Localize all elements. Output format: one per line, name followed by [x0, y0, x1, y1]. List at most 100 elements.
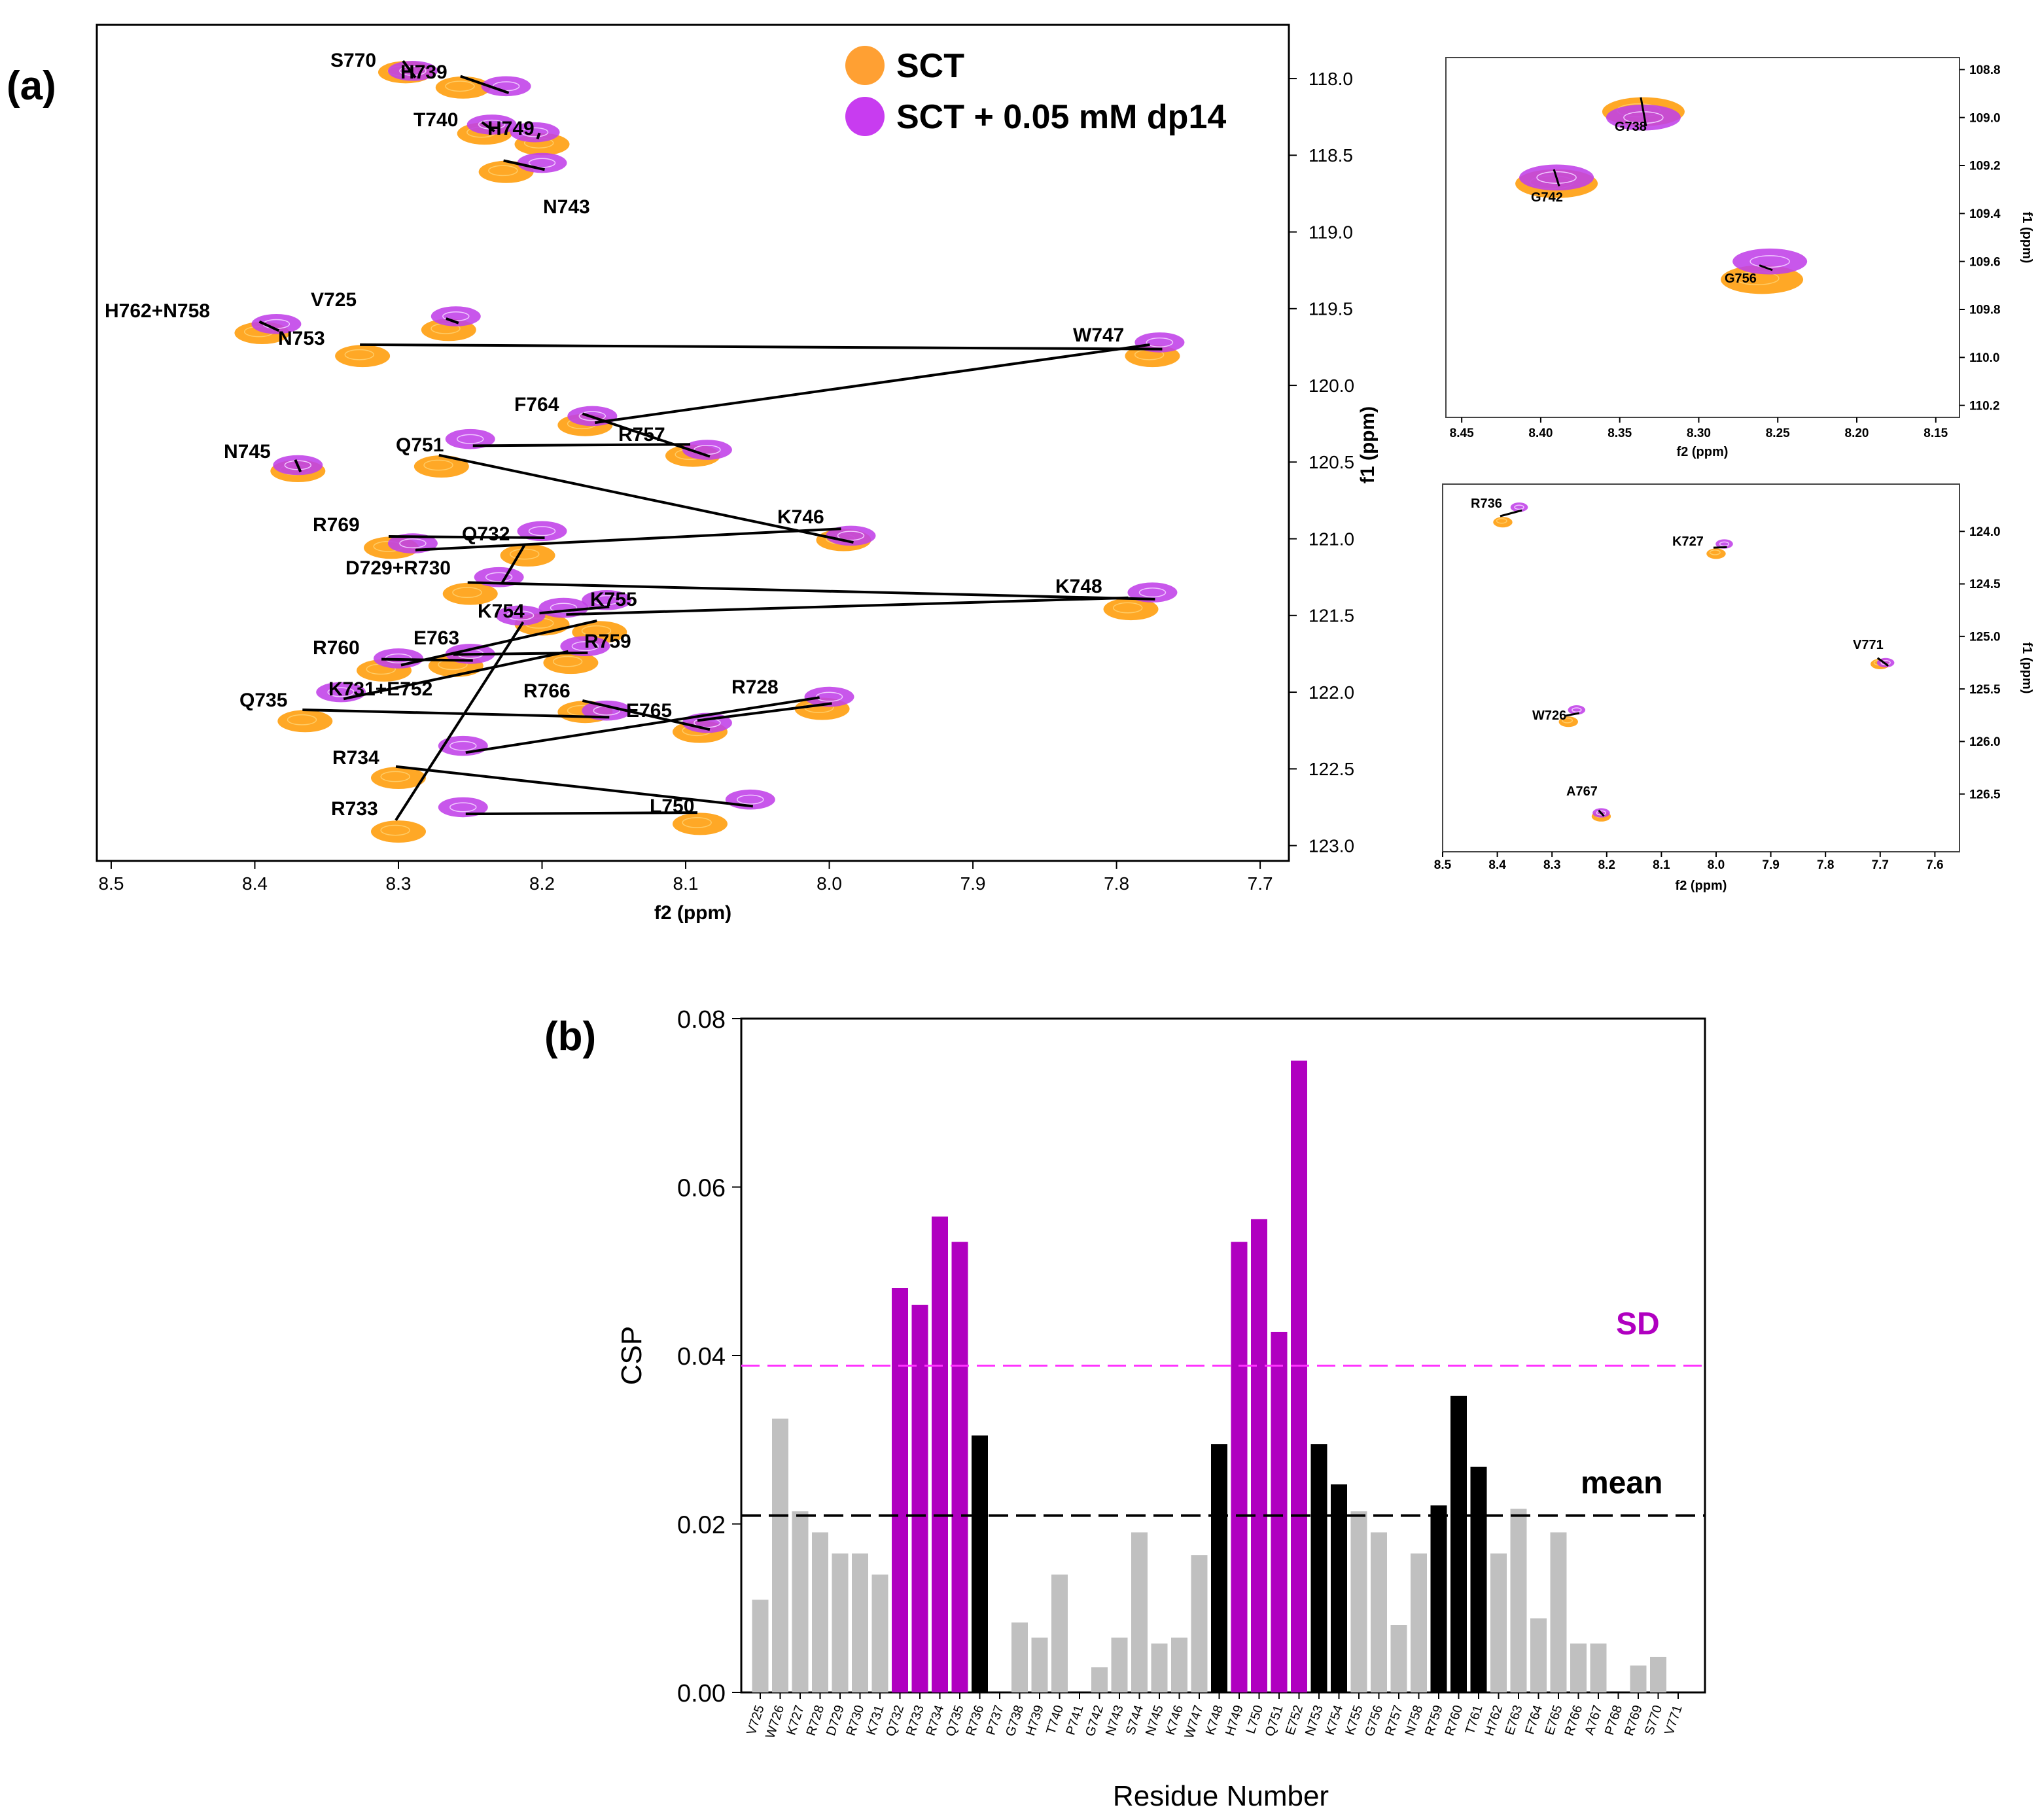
main-shift-arrow — [402, 60, 417, 79]
gly-shift-arrow — [1640, 97, 1647, 127]
misc-peak-dp14-contour — [1719, 541, 1730, 547]
main-peak-dp14-contour — [449, 741, 477, 751]
hsqc-misc-inset: R736 K727 V771 W726 A767 8.5 8.4 8.3 8.2 8.1 8.0 7… — [1434, 483, 2034, 893]
main-shift-arrow — [400, 620, 597, 667]
main-shift-arrow — [343, 650, 569, 701]
misc-peak-label: V771 — [1853, 638, 1884, 652]
main-y-tick-label: 119.5 — [1309, 299, 1353, 319]
csp-bar — [1650, 1656, 1666, 1692]
csp-bar — [1411, 1553, 1427, 1692]
main-shift-arrow — [595, 343, 1150, 425]
misc-peak-dp14 — [1715, 539, 1733, 549]
csp-bar — [1470, 1466, 1487, 1692]
gly-x-tick-label: 8.45 — [1450, 427, 1474, 440]
csp-x-tick-label: Q751 — [1263, 1704, 1286, 1738]
main-peak-label: N743 — [543, 196, 590, 218]
misc-peak-sct-contour — [1496, 517, 1507, 524]
misc-y-tick-label: 124.0 — [1969, 525, 2001, 539]
main-shift-arrow — [472, 443, 691, 447]
main-peak-sct-contour — [445, 80, 475, 92]
main-peak-label: Q732 — [462, 523, 510, 545]
main-peak-sct-contour — [452, 587, 482, 599]
misc-x-tick-label: 7.8 — [1817, 858, 1834, 872]
main-y-tick-label: 122.0 — [1309, 682, 1354, 703]
main-peak-label: K748 — [1055, 576, 1102, 597]
misc-peak-labels: R736 K727 V771 W726 A767 — [1471, 497, 1884, 799]
gly-y-tick-label: 110.2 — [1969, 399, 2000, 413]
misc-x-tick-label: 8.5 — [1434, 858, 1452, 872]
main-peak-dp14 — [495, 605, 546, 626]
main-peak-dp14 — [582, 590, 632, 610]
main-shift-arrow — [481, 121, 495, 133]
main-peak-dp14 — [826, 525, 876, 546]
main-shift-arrow — [582, 699, 711, 731]
main-peak-label: E763 — [413, 627, 459, 649]
main-peak-sct-contour — [581, 625, 612, 637]
main-peak-sct — [442, 582, 498, 605]
main-y-tick-label: 120.0 — [1309, 376, 1354, 396]
main-peak-label: E765 — [626, 700, 672, 722]
csp-y-tick-label: 0.02 — [677, 1512, 726, 1539]
main-peak-dp14 — [387, 61, 438, 81]
csp-bar — [892, 1288, 908, 1692]
main-peak-label: V725 — [311, 289, 357, 311]
csp-bar — [1231, 1242, 1248, 1692]
main-x-tick-label: 8.0 — [817, 873, 842, 894]
gly-peak-label: G738 — [1615, 120, 1647, 134]
legend: SCT SCT + 0.05 mM dp14 — [845, 46, 1226, 136]
misc-y-axis-label: f1 (ppm) — [2020, 642, 2034, 694]
gly-y-tick-label: 108.8 — [1969, 63, 2001, 77]
csp-bar — [951, 1242, 968, 1692]
csp-y-ticks: 0.00 0.02 0.04 0.06 0.08 — [677, 1006, 741, 1707]
main-peak-label: L750 — [650, 796, 694, 817]
main-peak-dp14-contour — [528, 158, 556, 168]
main-peak-sct-contour — [682, 816, 712, 828]
main-shift-arrow — [388, 534, 545, 540]
misc-plot-frame — [1442, 483, 1960, 852]
csp-bar — [1091, 1667, 1108, 1692]
main-x-tick-label: 7.9 — [960, 873, 986, 894]
main-peak-dp14 — [481, 76, 531, 97]
gly-x-tick-label: 8.35 — [1608, 427, 1632, 440]
csp-bar — [1590, 1643, 1607, 1692]
csp-bar — [1291, 1060, 1307, 1692]
main-peak-dp14-contour — [837, 531, 865, 541]
misc-x-tick-label: 8.4 — [1488, 858, 1506, 872]
main-peak-label: S770 — [330, 50, 376, 71]
main-x-axis-label: f2 (ppm) — [654, 902, 731, 924]
csp-bar — [1211, 1444, 1227, 1692]
csp-sd-label: SD — [1616, 1306, 1660, 1341]
gly-x-axis-label: f2 (ppm) — [1677, 445, 1729, 459]
csp-bar — [832, 1553, 849, 1692]
main-peak-sct — [1103, 598, 1159, 621]
csp-bars — [752, 1060, 1666, 1692]
misc-peak-dp14 — [1510, 502, 1528, 512]
main-peak-label: N745 — [224, 441, 271, 463]
main-shift-arrow — [460, 75, 510, 94]
main-shift-arrow — [465, 811, 697, 816]
csp-bar — [871, 1574, 888, 1692]
main-peak-labels: S770 H739 T740 H749 N743 H762+N758 V725 N753 W74… — [105, 50, 1124, 820]
csp-bar — [1171, 1637, 1187, 1692]
misc-peak-dp14-contour — [1596, 810, 1607, 816]
main-shift-arrow — [438, 453, 854, 544]
main-peak-sct-contour — [344, 349, 375, 360]
main-y-tick-label: 121.5 — [1309, 606, 1354, 626]
misc-x-axis-label: f2 (ppm) — [1676, 879, 1727, 893]
main-peak-sct — [370, 767, 426, 790]
misc-x-tick-label: 8.1 — [1653, 858, 1670, 872]
misc-peaks-layer — [1493, 502, 1895, 822]
main-peak-label: Q751 — [396, 434, 444, 456]
gly-peak-dp14-contour — [1536, 171, 1577, 184]
main-peak-dp14-contour — [399, 538, 427, 549]
main-peak-label: R734 — [332, 747, 379, 769]
csp-mean-label: mean — [1581, 1466, 1662, 1501]
main-plot-frame — [96, 24, 1290, 862]
main-peak-dp14 — [517, 521, 567, 542]
misc-peak-dp14-contour — [1572, 707, 1582, 713]
gly-peak-label: G756 — [1725, 271, 1757, 286]
misc-peak-label: R736 — [1471, 497, 1502, 511]
main-x-tick-label: 7.8 — [1104, 873, 1129, 894]
